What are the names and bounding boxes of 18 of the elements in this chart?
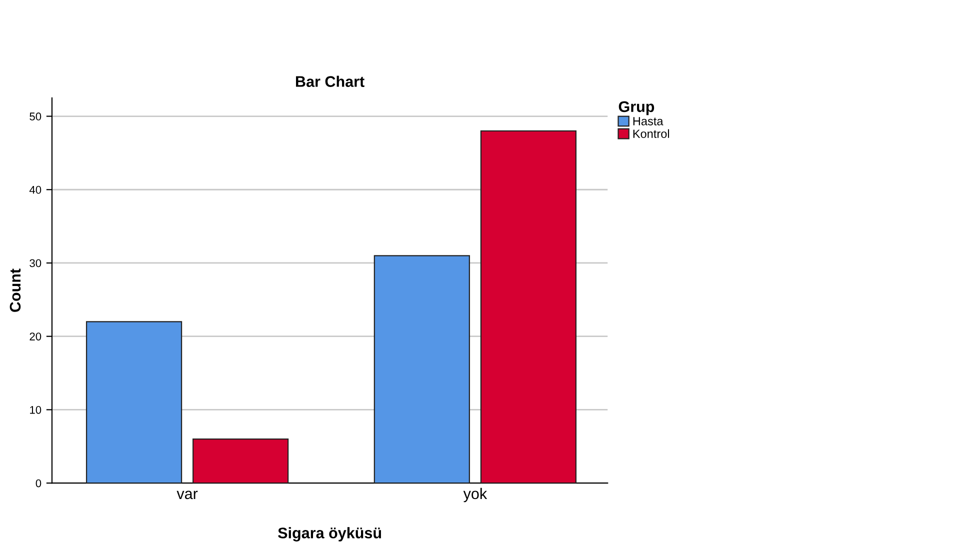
x-tick-label: var xyxy=(176,490,198,500)
y-tick-label: 30 xyxy=(30,259,42,268)
y-axis-title: Count xyxy=(10,268,21,312)
chart-title: Bar Chart xyxy=(296,76,364,87)
bar xyxy=(192,438,289,484)
y-tick-label: 50 xyxy=(30,112,42,120)
bar xyxy=(480,130,576,484)
legend-label: Hasta xyxy=(633,117,664,126)
y-tick-label: 0 xyxy=(36,479,42,488)
y-tick-label: 40 xyxy=(29,186,42,194)
x-axis-title: Sigara öyküsü xyxy=(278,527,382,542)
bar xyxy=(374,255,470,484)
y-tick-label: 20 xyxy=(30,332,42,340)
y-tick-label: 10 xyxy=(30,406,42,414)
legend-label: Kontrol xyxy=(633,129,670,138)
legend-title: Grup xyxy=(618,101,654,116)
bar xyxy=(86,321,182,484)
x-tick-label: yok xyxy=(463,488,488,502)
